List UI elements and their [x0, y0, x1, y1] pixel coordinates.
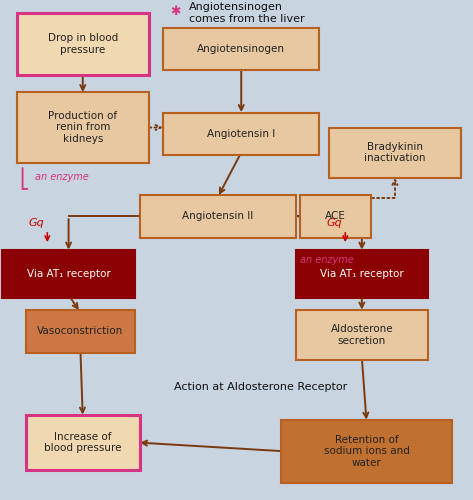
Text: Increase of
blood pressure: Increase of blood pressure: [44, 432, 122, 454]
Text: Production of
renin from
kidneys: Production of renin from kidneys: [48, 111, 117, 144]
Text: Action at Aldosterone Receptor: Action at Aldosterone Receptor: [174, 382, 347, 392]
Text: Retention of
sodium ions and
water: Retention of sodium ions and water: [324, 434, 410, 468]
Text: Angiotensin I: Angiotensin I: [207, 129, 275, 139]
Text: ACE: ACE: [325, 211, 346, 221]
Text: Angiotensin II: Angiotensin II: [182, 211, 253, 221]
Text: ⎣: ⎣: [19, 168, 29, 190]
FancyBboxPatch shape: [17, 12, 149, 75]
FancyBboxPatch shape: [17, 92, 149, 162]
Text: Angiotensinogen
comes from the liver: Angiotensinogen comes from the liver: [189, 2, 305, 24]
Text: Gq: Gq: [28, 218, 44, 228]
Text: Via AT₁ receptor: Via AT₁ receptor: [26, 269, 111, 279]
Text: an enzyme: an enzyme: [35, 172, 89, 182]
FancyBboxPatch shape: [163, 28, 319, 70]
FancyBboxPatch shape: [26, 310, 135, 352]
Text: Gq: Gq: [326, 218, 342, 228]
FancyBboxPatch shape: [140, 195, 296, 238]
Text: Via AT₁ receptor: Via AT₁ receptor: [320, 269, 404, 279]
FancyBboxPatch shape: [163, 112, 319, 155]
Text: an enzyme: an enzyme: [300, 255, 354, 265]
Text: Bradykinin
inactivation: Bradykinin inactivation: [364, 142, 426, 164]
FancyBboxPatch shape: [300, 195, 371, 238]
Text: Vasoconstriction: Vasoconstriction: [37, 326, 123, 336]
Text: ✱: ✱: [170, 5, 181, 18]
FancyBboxPatch shape: [329, 128, 461, 178]
FancyBboxPatch shape: [296, 250, 428, 298]
FancyBboxPatch shape: [296, 310, 428, 360]
FancyBboxPatch shape: [2, 250, 135, 298]
FancyBboxPatch shape: [281, 420, 452, 482]
FancyBboxPatch shape: [26, 415, 140, 470]
Text: Drop in blood
pressure: Drop in blood pressure: [48, 33, 118, 54]
Text: Angiotensinogen: Angiotensinogen: [197, 44, 285, 54]
Text: Aldosterone
secretion: Aldosterone secretion: [331, 324, 393, 346]
